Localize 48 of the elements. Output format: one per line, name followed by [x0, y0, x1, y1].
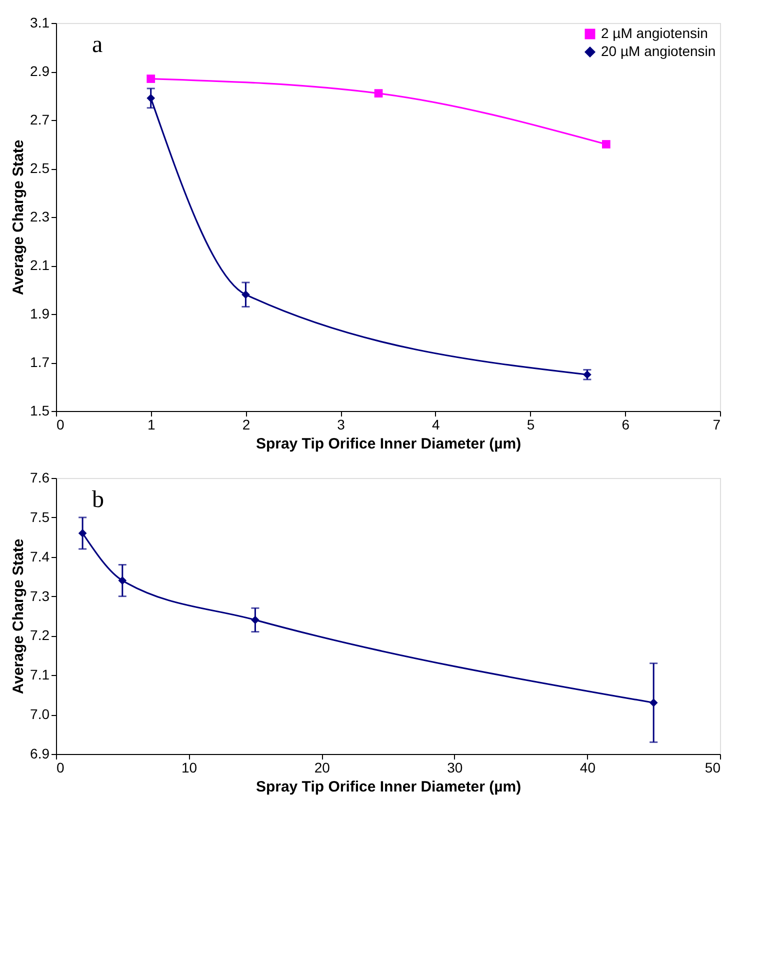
y-tick-label: 7.5: [30, 508, 50, 525]
x-tick-label: 4: [432, 416, 440, 432]
y-tick-label: 2.5: [30, 160, 50, 176]
y-tick-label: 7.0: [30, 706, 50, 722]
y-tick-label: 6.9: [30, 746, 50, 762]
y-tick-label: 1.7: [30, 354, 50, 370]
point: [118, 576, 127, 585]
y-tick-label: 2.9: [30, 63, 50, 79]
point: [146, 74, 156, 83]
x-tick-label: 6: [622, 416, 630, 432]
y-tick-label: 2.7: [30, 112, 50, 128]
x-axis-title: Spray Tip Orifice Inner Diameter (µm): [256, 778, 522, 796]
point: [602, 140, 610, 148]
y-tick-label: 1.9: [30, 306, 50, 322]
point: [242, 290, 250, 299]
legend-label: 20 µM angiotensin: [601, 43, 716, 59]
y-tick-label: 7.1: [30, 666, 50, 683]
x-tick-label: 0: [56, 760, 64, 776]
annotation: b: [92, 487, 104, 513]
y-tick-label: 7.2: [30, 627, 50, 644]
x-tick-label: 20: [314, 760, 330, 776]
y-tick-label: 1.5: [30, 402, 50, 418]
y-tick-label: 7.4: [30, 548, 50, 564]
x-axis-title: Spray Tip Orifice Inner Diameter (µm): [256, 436, 522, 452]
x-tick-label: 10: [182, 760, 198, 776]
annotation: a: [92, 32, 103, 58]
point: [251, 616, 260, 624]
x-tick-label: 50: [704, 760, 721, 776]
legend-label: 2 µM angiotensin: [601, 25, 708, 41]
x-tick-label: 1: [147, 416, 156, 432]
y-tick-label: 7.3: [30, 588, 50, 604]
x-tick-label: 0: [56, 416, 64, 432]
y-tick-label: 2.3: [30, 208, 50, 224]
x-tick-label: 5: [526, 416, 535, 432]
y-tick-label: 3.1: [30, 14, 50, 30]
y-axis-title: Average Charge State: [10, 140, 28, 296]
x-tick-label: 30: [447, 760, 463, 776]
y-tick-label: 2.1: [30, 257, 50, 273]
point: [649, 698, 658, 707]
x-tick-label: 40: [580, 760, 596, 776]
y-axis-title: Average Charge State: [10, 538, 28, 694]
x-tick-label: 3: [337, 416, 346, 432]
x-tick-label: 2: [242, 416, 250, 432]
point: [374, 89, 383, 98]
x-tick-label: 7: [712, 416, 721, 432]
point: [78, 529, 87, 538]
y-tick-label: 7.6: [30, 470, 50, 486]
point: [146, 94, 156, 102]
